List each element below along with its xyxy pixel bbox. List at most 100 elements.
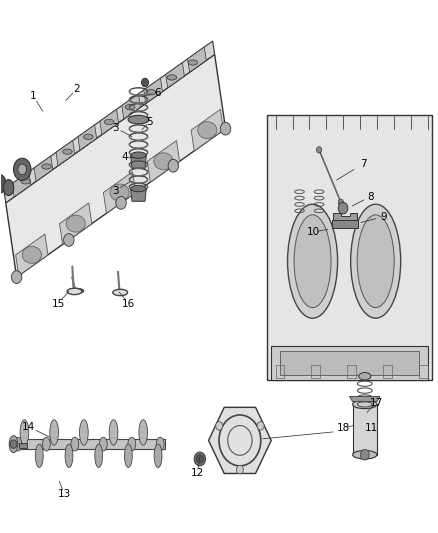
Circle shape	[317, 147, 322, 153]
Ellipse shape	[65, 444, 73, 467]
Circle shape	[194, 452, 205, 466]
Ellipse shape	[63, 149, 72, 155]
Bar	[383, 365, 392, 378]
Bar	[353, 405, 377, 455]
Circle shape	[10, 440, 17, 448]
Ellipse shape	[109, 419, 118, 445]
Ellipse shape	[124, 444, 132, 467]
Ellipse shape	[21, 179, 30, 184]
Circle shape	[11, 271, 22, 284]
Text: 6: 6	[154, 87, 160, 98]
Polygon shape	[100, 109, 119, 134]
Ellipse shape	[84, 134, 93, 140]
Ellipse shape	[14, 158, 31, 181]
Text: 16: 16	[122, 298, 135, 309]
Ellipse shape	[9, 435, 18, 453]
Circle shape	[215, 422, 223, 430]
Ellipse shape	[0, 175, 6, 193]
Bar	[419, 365, 428, 378]
Bar	[19, 443, 27, 448]
Ellipse shape	[35, 444, 43, 467]
Polygon shape	[34, 156, 53, 181]
Text: 7: 7	[360, 159, 367, 168]
Ellipse shape	[125, 104, 135, 110]
Ellipse shape	[42, 437, 50, 451]
Circle shape	[18, 164, 27, 175]
Ellipse shape	[71, 437, 79, 451]
Bar	[332, 220, 358, 228]
Polygon shape	[166, 62, 184, 88]
Circle shape	[116, 197, 126, 209]
Ellipse shape	[353, 400, 377, 409]
Polygon shape	[333, 214, 357, 220]
Bar	[267, 115, 432, 381]
Text: 14: 14	[22, 422, 35, 432]
Polygon shape	[103, 172, 136, 213]
Ellipse shape	[288, 204, 338, 318]
Text: 1: 1	[30, 91, 36, 101]
Ellipse shape	[42, 164, 51, 169]
Polygon shape	[122, 94, 141, 119]
Ellipse shape	[110, 184, 129, 201]
Ellipse shape	[128, 437, 136, 451]
Bar	[14, 439, 165, 449]
Polygon shape	[56, 141, 75, 166]
Ellipse shape	[353, 450, 377, 459]
Bar	[347, 365, 356, 378]
Ellipse shape	[146, 90, 156, 95]
Text: 10: 10	[307, 227, 320, 237]
Circle shape	[141, 78, 148, 87]
Polygon shape	[12, 172, 31, 197]
Polygon shape	[60, 203, 92, 245]
Ellipse shape	[167, 75, 177, 80]
Text: 5: 5	[146, 117, 153, 127]
Circle shape	[257, 422, 264, 430]
Bar	[280, 351, 419, 375]
Ellipse shape	[113, 289, 127, 296]
Ellipse shape	[198, 122, 217, 139]
Ellipse shape	[154, 444, 162, 467]
Ellipse shape	[4, 180, 14, 196]
Text: 12: 12	[191, 469, 204, 478]
Ellipse shape	[50, 419, 59, 445]
Ellipse shape	[22, 246, 41, 263]
Polygon shape	[191, 109, 223, 151]
Ellipse shape	[139, 419, 148, 445]
Text: 3: 3	[112, 123, 118, 133]
Ellipse shape	[351, 204, 401, 318]
Ellipse shape	[128, 115, 149, 124]
Ellipse shape	[131, 152, 146, 158]
Polygon shape	[131, 155, 146, 168]
Ellipse shape	[188, 60, 198, 65]
Polygon shape	[208, 407, 271, 473]
Ellipse shape	[99, 437, 107, 451]
Polygon shape	[131, 189, 146, 201]
Bar	[311, 365, 320, 378]
Text: 17: 17	[370, 398, 383, 408]
Text: 3: 3	[112, 185, 118, 196]
Circle shape	[220, 122, 231, 135]
Bar	[271, 346, 428, 381]
Polygon shape	[187, 47, 206, 72]
Text: 11: 11	[365, 423, 378, 433]
Text: 4: 4	[122, 152, 128, 162]
Polygon shape	[78, 125, 97, 150]
Bar	[276, 365, 284, 378]
Ellipse shape	[156, 437, 164, 451]
Polygon shape	[147, 141, 180, 182]
Ellipse shape	[104, 119, 114, 125]
Ellipse shape	[95, 444, 102, 467]
Circle shape	[168, 159, 179, 172]
Text: 2: 2	[74, 84, 80, 94]
Text: 8: 8	[367, 191, 374, 201]
Ellipse shape	[67, 288, 82, 295]
Circle shape	[338, 199, 343, 206]
Text: 13: 13	[58, 489, 71, 499]
Ellipse shape	[154, 153, 173, 170]
Ellipse shape	[20, 419, 29, 445]
Ellipse shape	[357, 215, 394, 308]
Ellipse shape	[294, 215, 331, 308]
Ellipse shape	[66, 215, 85, 232]
Circle shape	[64, 233, 74, 246]
Polygon shape	[144, 78, 162, 103]
